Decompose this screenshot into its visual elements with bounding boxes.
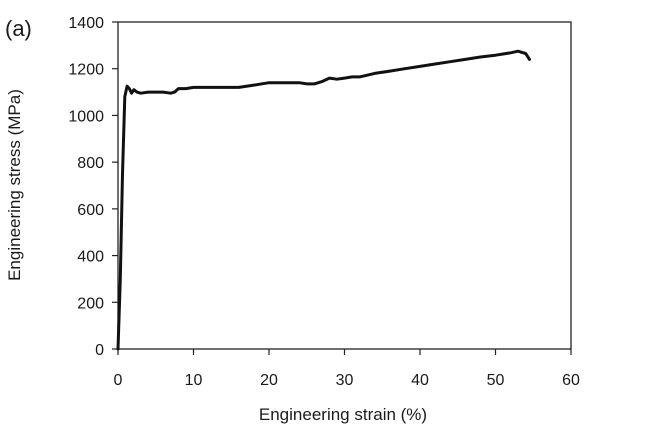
y-axis-ticks: 0 200 400 600 800 1000 1200 1400 bbox=[68, 15, 118, 359]
x-tick-label: 30 bbox=[336, 372, 354, 389]
series-layer bbox=[116, 49, 531, 351]
x-axis-title: Engineering strain (%) bbox=[259, 405, 427, 424]
y-tick-label: 400 bbox=[77, 249, 104, 266]
x-tick-label: 20 bbox=[260, 372, 278, 389]
y-tick-label: 1200 bbox=[68, 62, 104, 79]
y-tick-label: 800 bbox=[77, 155, 104, 172]
y-axis-title: Engineering stress (MPa) bbox=[5, 89, 24, 281]
y-tick-label: 0 bbox=[95, 342, 104, 359]
y-tick-label: 200 bbox=[77, 295, 104, 312]
panel-label: (a) bbox=[5, 16, 32, 41]
plot-border bbox=[117, 21, 572, 350]
y-tick-label: 1400 bbox=[68, 15, 104, 32]
plot-frame bbox=[117, 21, 572, 350]
x-tick-label: 40 bbox=[411, 372, 429, 389]
x-axis-ticks: 0 10 20 30 40 50 60 bbox=[114, 349, 580, 389]
x-tick-label: 60 bbox=[562, 372, 580, 389]
x-tick-label: 10 bbox=[185, 372, 203, 389]
y-tick-label: 600 bbox=[77, 202, 104, 219]
x-tick-label: 0 bbox=[114, 372, 123, 389]
y-tick-label: 1000 bbox=[68, 108, 104, 125]
stress-strain-curve bbox=[116, 49, 531, 351]
x-tick-label: 50 bbox=[487, 372, 505, 389]
